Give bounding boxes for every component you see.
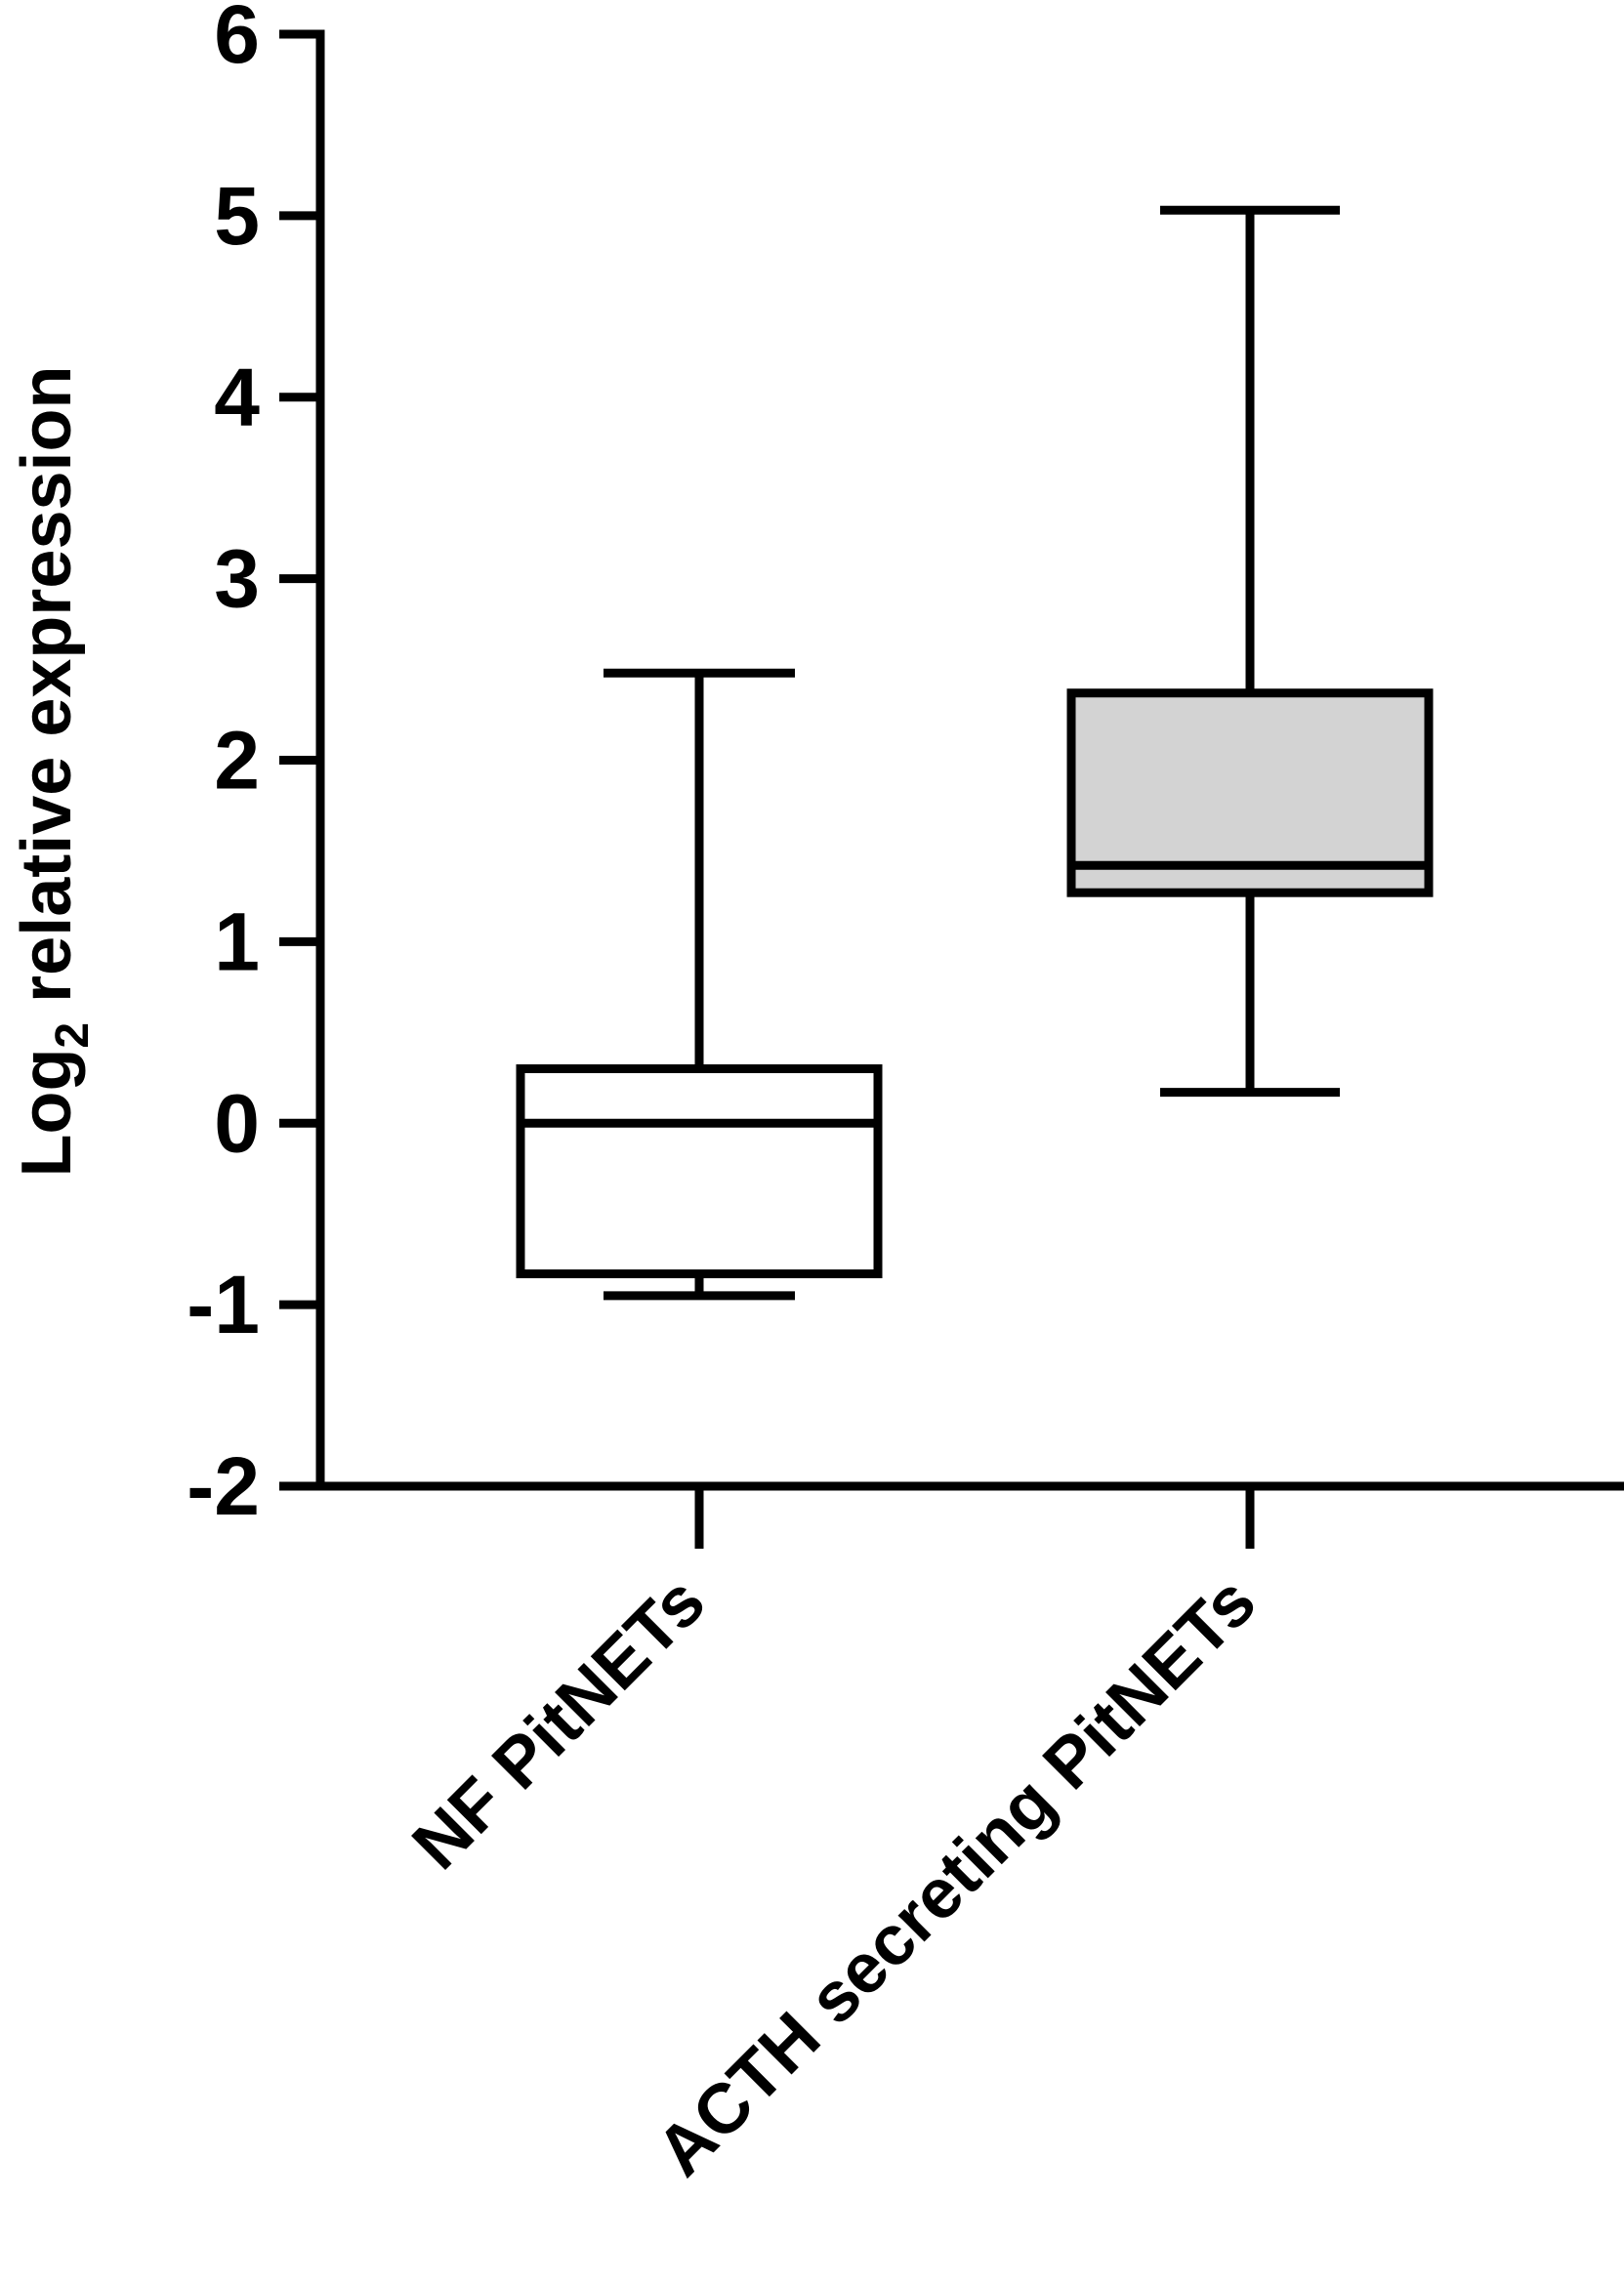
y-tick-label: 2 xyxy=(214,715,260,807)
y-tick-label: 4 xyxy=(214,352,260,443)
y-tick-label: 0 xyxy=(214,1077,260,1169)
y-axis-title-suffix: relative expression xyxy=(8,365,86,1021)
x-category-label: NF PitNETs xyxy=(397,1562,720,1885)
y-axis-title: Log2 relative expression xyxy=(8,365,99,1177)
y-tick-label: 6 xyxy=(214,0,260,80)
y-tick-label: 3 xyxy=(214,533,260,625)
y-tick-label: -2 xyxy=(187,1440,260,1532)
y-axis-title-subscript: 2 xyxy=(47,1022,99,1049)
y-tick-label: -1 xyxy=(187,1259,260,1350)
y-tick-label: 1 xyxy=(214,895,260,987)
x-category-label: ACTH secreting PitNETs xyxy=(642,1562,1270,2191)
iqr-box xyxy=(1066,688,1434,897)
iqr-box xyxy=(516,1063,883,1279)
axes-layer xyxy=(279,29,1624,1549)
boxes-layer xyxy=(516,205,1434,1301)
y-tick-label: 5 xyxy=(214,170,260,262)
y-axis-title-prefix: Log xyxy=(8,1049,86,1178)
